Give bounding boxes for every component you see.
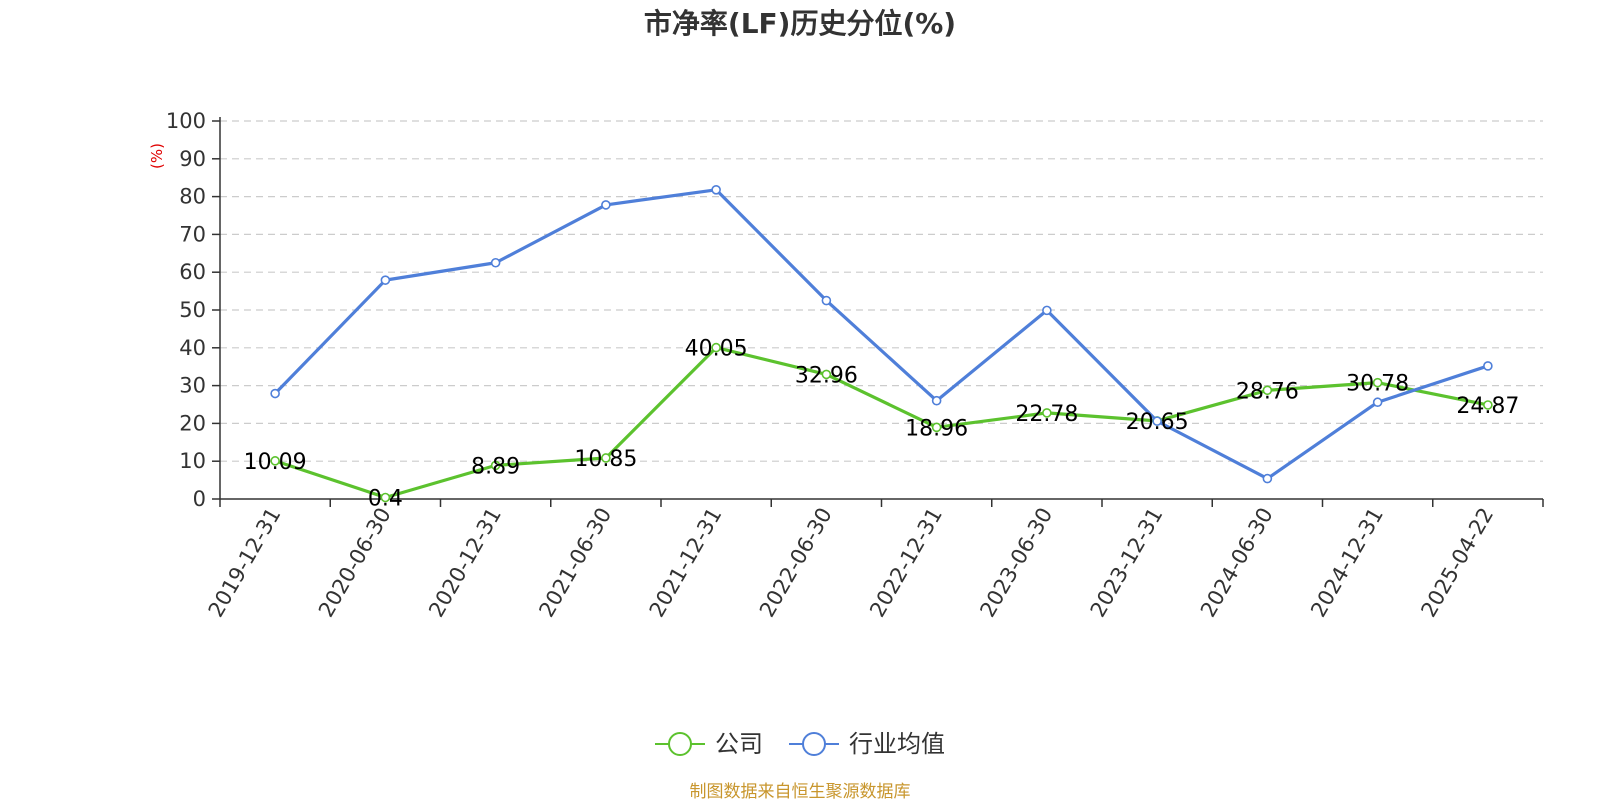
data-point[interactable]: [931, 395, 942, 406]
y-tick-label: 10: [179, 449, 206, 473]
data-point[interactable]: [270, 456, 280, 466]
data-label: 10.85: [574, 447, 637, 472]
y-tick-label: 0: [193, 487, 206, 511]
data-point[interactable]: [1483, 361, 1493, 371]
data-point[interactable]: [711, 342, 721, 353]
y-tick-label: 70: [179, 222, 206, 246]
x-tick-label: 2022-12-31: [865, 504, 947, 622]
legend[interactable]: 公司 行业均值: [655, 730, 945, 758]
data-label: 20.65: [1126, 410, 1189, 435]
legend-item-2[interactable]: 行业均值: [789, 730, 945, 758]
data-point[interactable]: [821, 295, 832, 306]
grid-lines: [220, 120, 1543, 462]
x-tick-label: 2019-12-31: [204, 504, 286, 622]
series-layer: [270, 184, 1493, 503]
source-note: 制图数据来自恒生聚源数据库: [690, 782, 911, 800]
data-point[interactable]: [1042, 305, 1052, 316]
x-tick-label: 2021-06-30: [534, 504, 616, 622]
data-label: 0.4: [368, 486, 403, 511]
data-point[interactable]: [270, 388, 280, 399]
data-label: 18.96: [905, 416, 968, 441]
series-line: [273, 188, 1489, 481]
x-tick-label: 2023-12-31: [1086, 504, 1168, 622]
legend-circle-icon: [802, 732, 826, 756]
data-label: 40.05: [685, 337, 748, 362]
y-tick-label: 90: [179, 147, 206, 171]
x-tick-label: 2024-06-30: [1196, 504, 1278, 622]
data-label: 22.78: [1015, 402, 1078, 427]
data-point[interactable]: [1042, 408, 1052, 418]
x-tick-label: 2023-06-30: [975, 504, 1057, 622]
data-point[interactable]: [1262, 473, 1273, 484]
series-2: [270, 184, 1493, 484]
x-tick-label: 2020-12-31: [424, 504, 506, 622]
chart-title: 市净率(LF)历史分位(%): [644, 7, 956, 40]
x-tick-label: 2024-12-31: [1306, 504, 1388, 622]
data-label: 30.78: [1346, 372, 1409, 397]
y-tick-label: 20: [179, 411, 206, 435]
y-tick-label: 40: [179, 336, 206, 360]
legend-circle-icon: [668, 732, 692, 756]
y-tick-label: 100: [166, 109, 206, 133]
data-point[interactable]: [931, 422, 942, 433]
y-tick-label: 80: [179, 185, 206, 209]
data-point[interactable]: [1372, 397, 1383, 408]
x-tick-label: 2020-06-30: [314, 504, 396, 622]
data-point[interactable]: [380, 275, 391, 285]
x-tick-label: 2022-06-30: [755, 504, 837, 622]
series-1: [270, 342, 1493, 503]
y-tick-label: 60: [179, 260, 206, 284]
data-point[interactable]: [490, 460, 501, 471]
data-labels: 10.09 0.4 8.89 10.85 40.05 32.96 18.96 22.78 20.…: [244, 337, 1520, 512]
data-point[interactable]: [1262, 385, 1273, 396]
data-point[interactable]: [601, 453, 611, 463]
data-label: 28.76: [1236, 379, 1299, 404]
data-point[interactable]: [1372, 377, 1383, 388]
data-point[interactable]: [711, 184, 721, 195]
x-tick-label: 2025-04-22: [1416, 504, 1498, 622]
data-label: 32.96: [795, 363, 858, 388]
data-point[interactable]: [380, 492, 391, 503]
legend-label: 行业均值: [849, 730, 945, 758]
data-point[interactable]: [821, 369, 832, 380]
data-label: 10.09: [244, 450, 307, 475]
data-point[interactable]: [1483, 400, 1493, 410]
data-point[interactable]: [601, 200, 611, 210]
x-tick-label: 2021-12-31: [645, 504, 727, 622]
y-axis-label: (%): [148, 143, 166, 169]
data-point[interactable]: [1152, 416, 1162, 426]
y-tick-label: 50: [179, 298, 206, 322]
y-tick-label: 30: [179, 374, 206, 398]
legend-label: 公司: [715, 730, 763, 758]
data-label: 24.87: [1456, 394, 1519, 419]
legend-item-1[interactable]: 公司: [655, 730, 763, 758]
series-line: [274, 346, 1489, 500]
data-point[interactable]: [490, 257, 501, 268]
data-label: 8.89: [471, 454, 520, 479]
